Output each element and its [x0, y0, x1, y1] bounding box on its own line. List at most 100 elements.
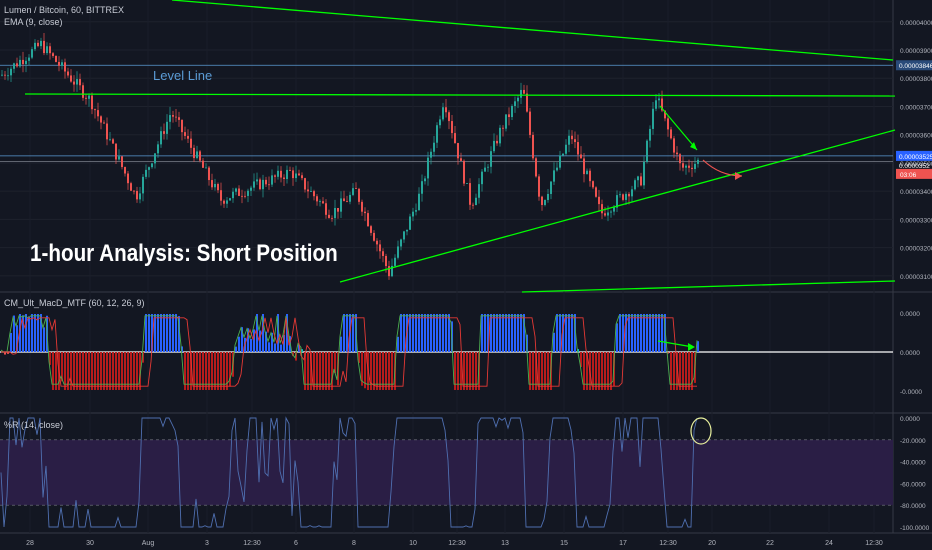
candle-body [61, 62, 63, 66]
macd-bar [40, 314, 42, 352]
candle-body [370, 226, 372, 233]
macd-bar [163, 314, 165, 352]
macd-tick-label: 0.0000 [900, 311, 920, 318]
macd-bar [25, 314, 27, 352]
macd-bar [118, 352, 120, 390]
macd-bar [460, 352, 462, 390]
candle-body [394, 257, 396, 266]
candle-body [103, 122, 105, 124]
candle-body [409, 216, 411, 230]
macd-bar [172, 314, 174, 352]
price-tick-label: 0.00003200 [900, 246, 932, 253]
time-tick-label: 17 [619, 540, 627, 547]
macd-bar [616, 323, 618, 352]
macd-bar [103, 352, 105, 390]
macd-bar [634, 314, 636, 352]
countdown-tag-text: 03:06 [900, 172, 917, 179]
candle-body [382, 251, 384, 256]
candle-body [259, 179, 261, 190]
trend-lines [24, 0, 896, 293]
candle-body [637, 176, 639, 181]
candle-body [190, 138, 192, 148]
candle-body [397, 246, 399, 258]
candle-body [487, 166, 489, 168]
candle-body [427, 157, 429, 179]
candle-body [115, 143, 117, 160]
trend-line [521, 280, 896, 293]
time-tick-label: 15 [560, 540, 568, 547]
macd-bar [622, 314, 624, 352]
macd-bar [7, 352, 9, 354]
candle-body [148, 167, 150, 170]
candle-body [607, 212, 609, 216]
candle-body [322, 201, 324, 204]
macd-bar [34, 314, 36, 352]
macd-bar [280, 344, 282, 352]
macd-bar [466, 352, 468, 390]
candle-body [286, 169, 288, 180]
macd-arrow [657, 340, 694, 348]
macd-bar [160, 314, 162, 352]
macd-bar [502, 314, 504, 352]
candle-body [445, 107, 447, 113]
candle-body [7, 75, 9, 77]
macd-bar [568, 314, 570, 352]
candle-body [202, 160, 204, 168]
macd-bar [373, 352, 375, 390]
macd-bar [157, 314, 159, 352]
macd-bar [238, 336, 240, 352]
macd-bar [448, 314, 450, 352]
candle-body [283, 177, 285, 180]
macd-bar [31, 314, 33, 352]
macd-bar [313, 352, 315, 390]
candle-body [403, 231, 405, 240]
candle-body [490, 151, 492, 167]
candle-body [646, 140, 648, 162]
candle-body [49, 46, 51, 54]
time-tick-label: 20 [708, 540, 716, 547]
candle-body [67, 71, 69, 76]
macd-bar [595, 352, 597, 390]
macd-bar [73, 352, 75, 390]
macd-bar [370, 352, 372, 390]
macd-bar [133, 352, 135, 390]
candle-body [295, 173, 297, 179]
candle-body [70, 75, 72, 82]
candle-body [412, 211, 414, 217]
macd-bar [517, 314, 519, 352]
macd-bar [556, 314, 558, 352]
macd-bar [295, 352, 297, 361]
candle-body [157, 144, 159, 154]
macd-arrow-head [688, 343, 695, 351]
macd-bar [106, 352, 108, 390]
candle-body [328, 214, 330, 218]
macd-bar [592, 352, 594, 390]
macd-bar [187, 352, 189, 390]
macd-bar [190, 352, 192, 390]
candle-body [325, 203, 327, 215]
macd-bar [523, 314, 525, 352]
candle-body [526, 93, 528, 112]
time-tick-label: 30 [86, 540, 94, 547]
candle-body [277, 170, 279, 177]
candle-body [577, 142, 579, 155]
candle-body [604, 213, 606, 216]
macd-bar [28, 316, 30, 352]
candle-body [43, 40, 45, 54]
candle-body [94, 109, 96, 111]
candle-body [610, 211, 612, 213]
macd-bar [688, 352, 690, 390]
macd-bar [124, 352, 126, 390]
candle-body [505, 114, 507, 129]
macd-bar [247, 328, 249, 352]
macd-bar [421, 314, 423, 352]
candle-body [214, 183, 216, 188]
macd-bar [619, 314, 621, 352]
macd-bar [130, 352, 132, 390]
macd-bar [310, 352, 312, 390]
macd-line [0, 315, 698, 385]
candle-body [619, 194, 621, 196]
macd-bar [205, 352, 207, 390]
price-tick-label: 0.00003900 [900, 48, 932, 55]
